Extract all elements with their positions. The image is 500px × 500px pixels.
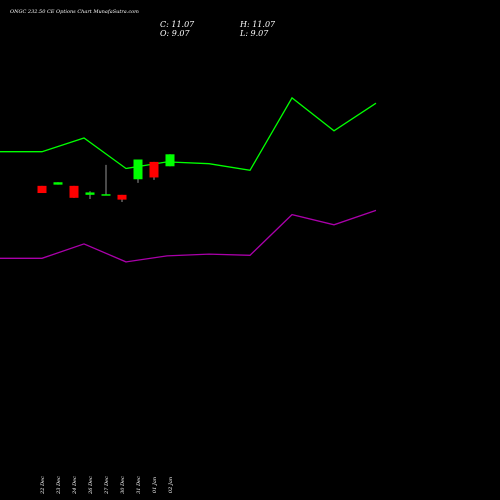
x-tick-label: 02 Jan [168,477,174,493]
low-value: L: 9.07 [240,29,269,38]
candle-body [101,194,111,196]
candle-body [117,194,127,200]
candlesticks [37,154,175,203]
candle-body [165,154,175,167]
open-value: O: 9.07 [160,29,190,38]
x-tick-label: 24 Dec [72,476,78,495]
candle-body [69,185,79,198]
upper-indicator-line [0,96,377,172]
candle-body [85,192,95,195]
x-tick-label: 01 Jan [152,477,158,493]
candle-body [149,161,159,178]
x-tick-label: 31 Dec [136,476,142,494]
candle-body [133,159,143,180]
candle-body [37,185,47,194]
candle-body [53,182,63,185]
x-tick-label: 23 Dec [56,476,62,495]
close-value: C: 11.07 [160,20,195,29]
indicator-lines [0,96,377,263]
x-tick-label: 22 Dec [40,476,46,495]
x-tick-label: 27 Dec [104,476,110,495]
lower-indicator-line [0,209,377,263]
x-tick-label: 30 Dec [120,476,126,494]
x-tick-label: 26 Dec [88,476,94,495]
x-axis-labels: 22 Dec 23 Dec 24 Dec 26 Dec 27 Dec 30 Dec 31 D… [40,476,174,495]
high-value: H: 11.07 [240,20,276,29]
chart-title: ONGC 232.50 CE Options Chart MunafaSutra… [10,9,139,15]
